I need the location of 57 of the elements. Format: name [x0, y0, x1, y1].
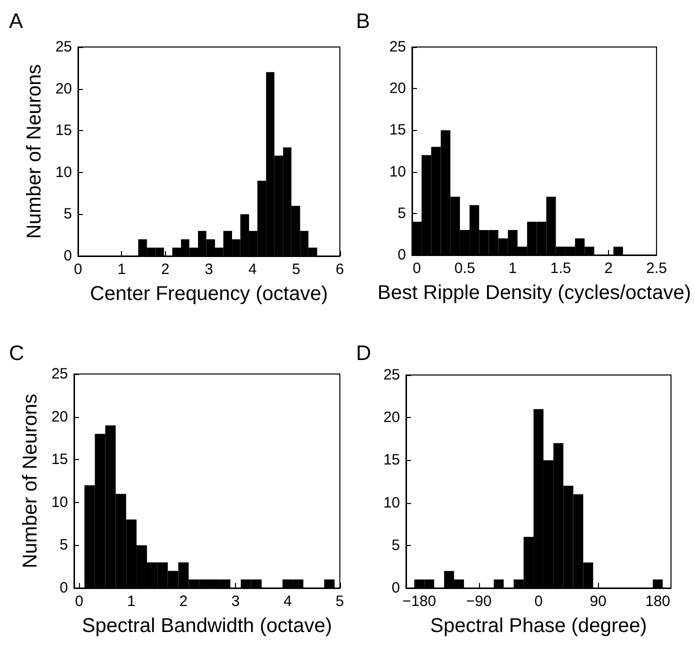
- x-tick-label: 0.5: [454, 260, 476, 277]
- x-tick-label: 5: [292, 261, 300, 278]
- x-axis-title: Center Frequency (octave): [90, 282, 328, 305]
- x-tick-label: 4: [284, 593, 292, 610]
- x-tick-label: 2: [179, 593, 188, 610]
- x-tick-label: 0: [534, 593, 543, 610]
- x-tick-label: 1: [127, 593, 136, 610]
- x-tick-label: −180: [402, 593, 436, 610]
- y-tick-label: 20: [383, 409, 400, 426]
- x-tick-label: 0: [75, 593, 84, 610]
- y-tick-label: 15: [383, 452, 400, 469]
- y-tick-label: 15: [389, 122, 406, 139]
- y-tick-label: 15: [55, 122, 72, 140]
- y-axis-title: Number of Neurons: [23, 64, 46, 239]
- y-axis-title: Number of Neurons: [19, 394, 42, 568]
- chart-title: B: [356, 10, 370, 33]
- x-tick-label: 3: [231, 593, 240, 610]
- y-tick-label: 0: [392, 580, 400, 596]
- y-tick-label: 0: [64, 248, 72, 264]
- y-tick-label: 20: [389, 80, 406, 98]
- y-tick-label: 5: [392, 536, 400, 554]
- x-tick-label: 2: [161, 261, 170, 278]
- x-tick-label: 4: [248, 261, 257, 278]
- x-axis-title: Spectral Phase (degree): [430, 614, 647, 637]
- x-tick-label: 180: [645, 593, 670, 610]
- y-tick-label: 25: [51, 366, 68, 382]
- x-axis-title: Best Ripple Density (cycles/octave): [378, 282, 692, 304]
- y-tick-label: 10: [51, 494, 68, 511]
- x-tick-label: 0: [412, 260, 421, 277]
- x-tick-label: 3: [204, 261, 214, 278]
- x-tick-label: 1: [508, 260, 517, 277]
- y-tick-label: 15: [51, 451, 68, 468]
- y-tick-label: 0: [398, 246, 406, 264]
- y-tick-label: 5: [60, 536, 68, 554]
- y-tick-label: 10: [383, 494, 400, 512]
- y-tick-label: 10: [389, 163, 406, 180]
- y-tick-label: 10: [55, 164, 72, 181]
- y-tick-label: 5: [398, 204, 406, 222]
- y-tick-label: 20: [55, 80, 72, 98]
- x-axis-title: Spectral Bandwidth (octave): [82, 614, 332, 637]
- x-tick-label: 90: [590, 593, 606, 610]
- x-tick-label: 5: [336, 593, 344, 610]
- x-tick-label: 2: [604, 260, 613, 277]
- x-tick-label: 2.5: [646, 260, 667, 277]
- chart-title: A: [9, 10, 24, 33]
- y-tick-label: 25: [55, 38, 72, 56]
- y-tick-label: 20: [51, 408, 68, 426]
- x-tick-label: 1.5: [550, 260, 572, 277]
- chart-title: D: [356, 342, 372, 365]
- chart-title: C: [9, 342, 24, 365]
- x-tick-label: −90: [466, 593, 492, 610]
- x-tick-label: 6: [336, 261, 344, 278]
- x-tick-label: 1: [117, 261, 126, 278]
- y-tick-label: 5: [64, 206, 72, 223]
- y-tick-label: 25: [383, 366, 400, 384]
- y-tick-label: 25: [389, 38, 406, 56]
- y-tick-label: 0: [60, 580, 68, 596]
